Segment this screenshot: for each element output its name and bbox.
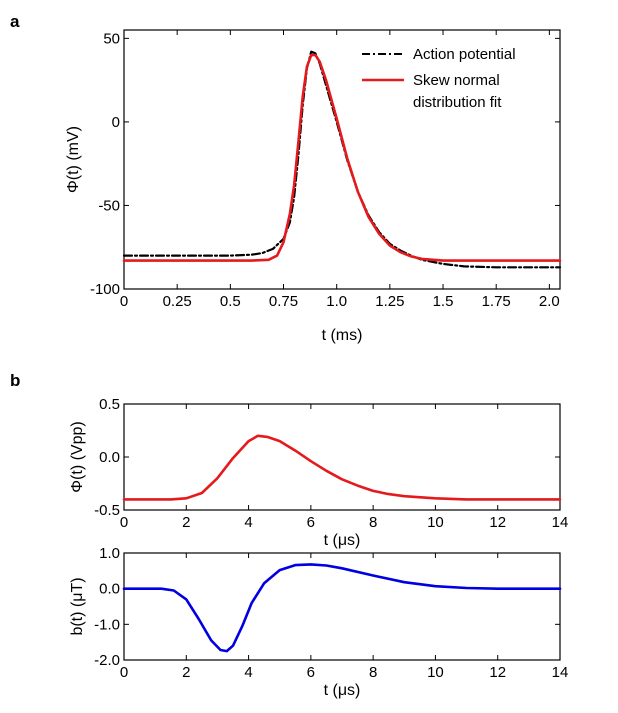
x-tick-label: 8 [369,664,377,681]
y-tick-label: -100 [90,281,120,298]
x-tick-label: 14 [552,664,569,681]
x-tick-label: 14 [552,514,569,531]
panel-label-b: b [10,371,20,390]
y-tick-label: 50 [103,30,120,47]
x-tick-label: 0 [120,664,128,681]
panel-label-a: a [10,12,20,31]
x-axis-label: t (μs) [324,532,361,549]
plot-frame [123,29,561,290]
y-tick-label: -50 [98,197,120,214]
x-tick-label: 0.25 [163,293,192,310]
x-tick-label: 2.0 [539,293,560,310]
legend-label: Action potential [413,46,516,63]
x-axis-label: t (μs) [324,682,361,699]
x-tick-label: 4 [244,664,252,681]
x-tick-label: 4 [244,514,252,531]
x-tick-label: 6 [307,664,315,681]
x-tick-label: 12 [489,664,506,681]
series-line-skew-normal-distribution-fit [122,53,562,262]
x-tick-label: 10 [427,664,444,681]
x-tick-label: 1.5 [433,293,454,310]
y-tick-label: 1.0 [99,545,120,562]
x-tick-label: 1.25 [375,293,404,310]
y-tick-label: 0.0 [99,449,120,466]
y-tick-label: -0.5 [94,502,120,519]
x-tick-label: 8 [369,514,377,531]
x-tick-label: 0.75 [269,293,298,310]
plot-frame [123,552,561,661]
x-tick-label: 2 [182,514,190,531]
plot-frame [123,403,561,511]
chart-b-bottom: 0 2 4 6 8 10 12 14 1.0 0.0 -1.0 -2.0 t (μs) b(t) (μT) [69,545,568,699]
x-tick-label: 1.0 [326,293,347,310]
x-tick-label: 6 [307,514,315,531]
y-tick-label: -2.0 [94,652,120,669]
y-tick-label: 0.5 [99,396,120,413]
x-tick-label: 1.75 [482,293,511,310]
series-line--t- [122,434,562,501]
chart-a: 0 0.25 0.5 0.75 1.0 1.25 1.5 1.75 2.0 50 0 -50 -100 t… [65,29,562,344]
y-tick-label: 0 [112,114,120,131]
x-axis-label: t (ms) [322,327,363,344]
y-axis-label: b(t) (μT) [69,577,86,635]
x-tick-label: 0 [120,293,128,310]
y-axis-label: Φ(t) (mV) [65,126,82,193]
x-tick-label: 0 [120,514,128,531]
x-tick-label: 0.5 [220,293,241,310]
chart-b-top: 0 2 4 6 8 10 12 14 0.5 0.0 -0.5 t (μs) Φ(t) (Vpp) [69,396,568,549]
legend-label: distribution fit [413,94,502,111]
y-axis-label: Φ(t) (Vpp) [69,421,86,492]
x-tick-label: 2 [182,664,190,681]
x-tick-label: 10 [427,514,444,531]
y-tick-label: -1.0 [94,616,120,633]
series-line-b-t- [122,563,562,653]
x-tick-label: 12 [489,514,506,531]
legend-label: Skew normal [413,72,500,89]
series-line-action-potential [122,50,562,269]
y-tick-label: 0.0 [99,581,120,598]
